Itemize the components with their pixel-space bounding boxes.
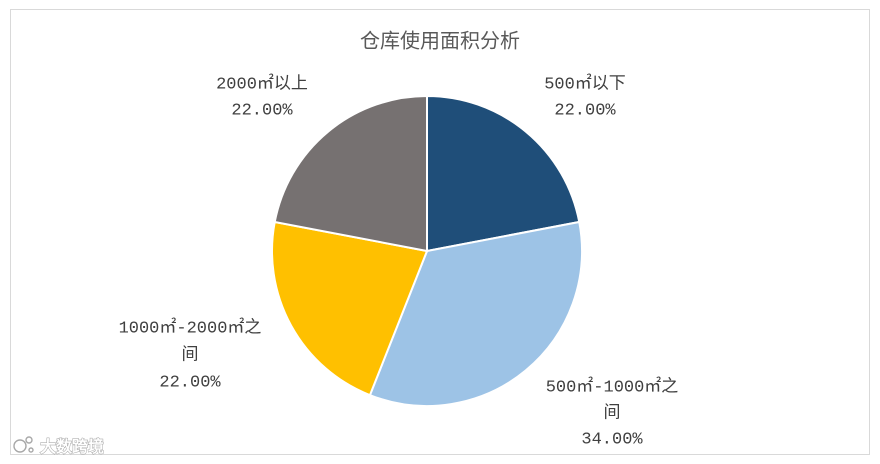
- pie-slice-3: [271, 220, 429, 397]
- watermark-logo-icon: [13, 436, 34, 453]
- watermark-text: 大数跨境: [40, 437, 104, 456]
- slice-label-category: 1000㎡-2000㎡之: [119, 317, 262, 338]
- slice-label-category: 间: [604, 402, 621, 423]
- pie-slices: [271, 94, 583, 407]
- slice-label-category: 500㎡-1000㎡之: [546, 376, 679, 397]
- slice-label-category: 2000㎡以上: [216, 73, 308, 94]
- slice-label-percent: 22.00%: [554, 101, 616, 120]
- slice-label-1: 500㎡以下 22.00%: [544, 73, 626, 120]
- slice-label-percent: 22.00%: [159, 373, 221, 392]
- slice-label-4: 2000㎡以上 22.00%: [216, 73, 308, 120]
- pie-slice-2: [368, 220, 583, 407]
- slice-labels: 500㎡以下22.00%500㎡-1000㎡之间34.00%1000㎡-2000…: [119, 73, 679, 449]
- slice-label-percent: 22.00%: [231, 101, 293, 120]
- pie-slice-1: [426, 94, 581, 253]
- slice-label-category: 间: [182, 344, 199, 365]
- slice-label-category: 500㎡以下: [544, 73, 626, 94]
- watermark: 大数跨境: [13, 436, 104, 456]
- chart-title: 仓库使用面积分析: [360, 29, 520, 52]
- slice-label-percent: 34.00%: [581, 430, 643, 449]
- pie-slice-4: [273, 94, 428, 253]
